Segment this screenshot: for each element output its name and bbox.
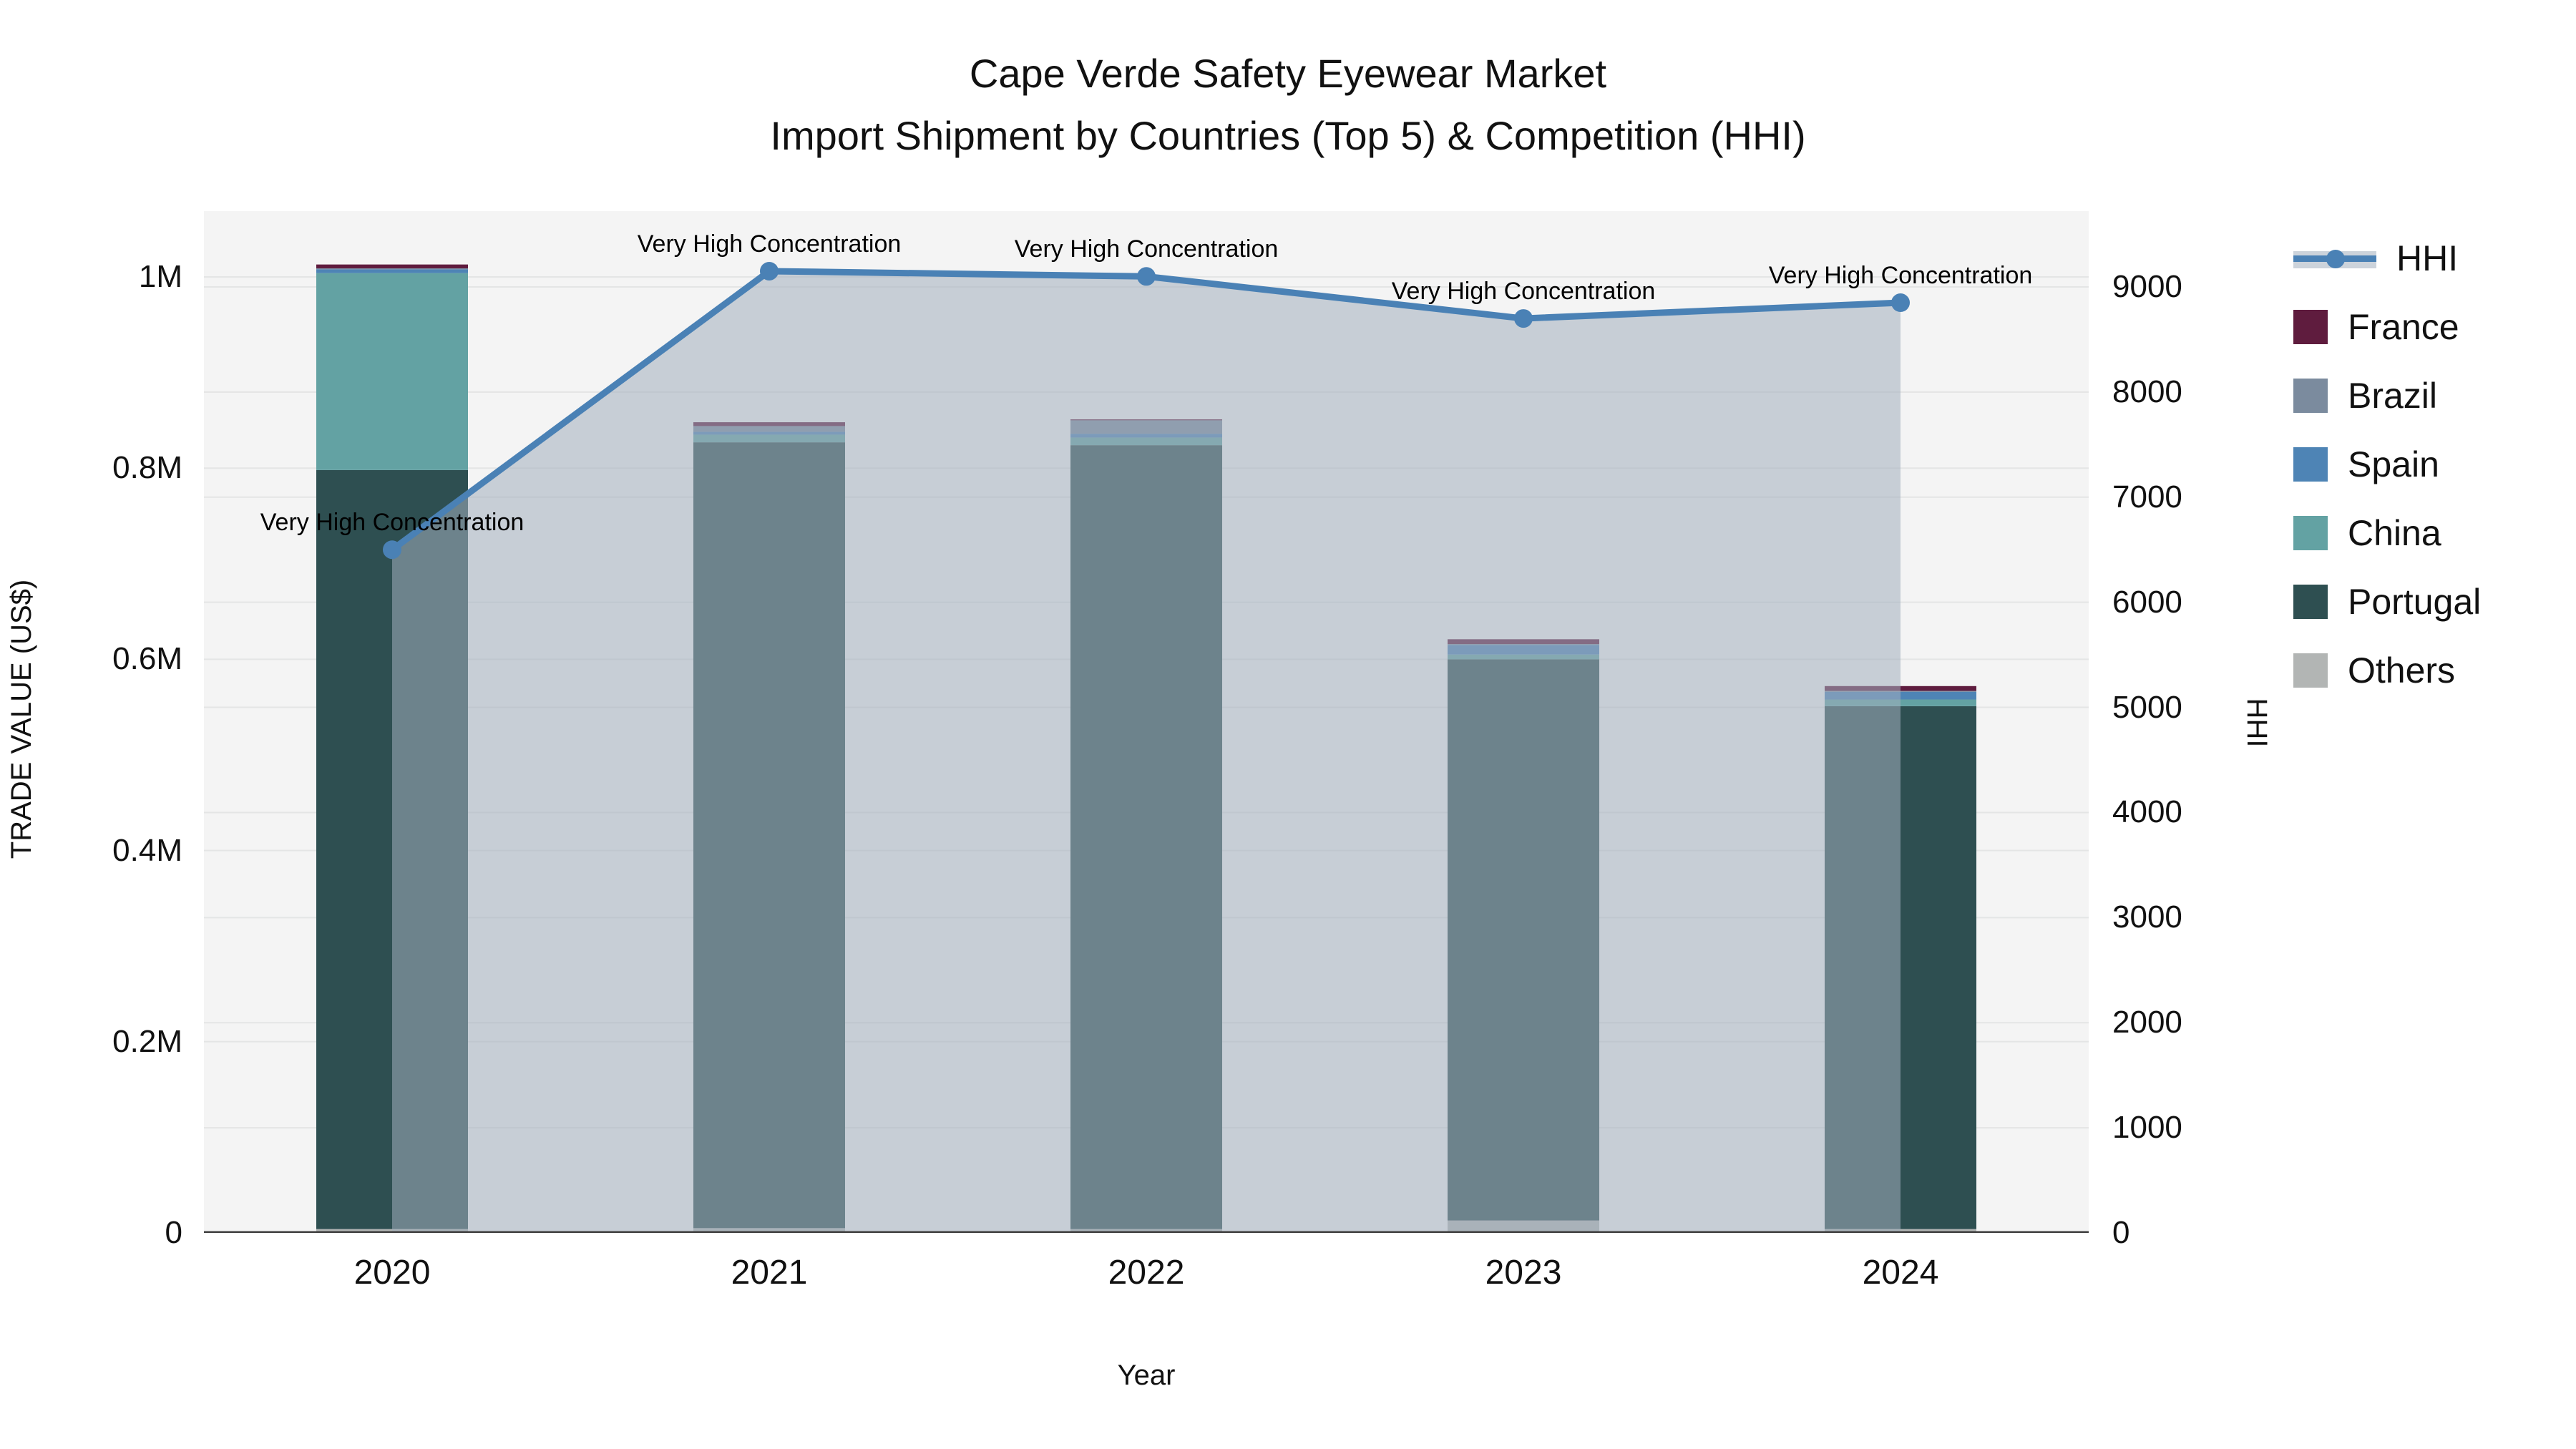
legend-item-brazil: Brazil [2293, 374, 2481, 418]
legend-color-swatch [2293, 310, 2328, 344]
left-tick-0.6M: 0.6M [112, 641, 182, 677]
hhi-annotation-2024: Very High Concentration [1768, 262, 2033, 290]
x-tick-2020: 2020 [353, 1254, 431, 1292]
legend-color-swatch [2293, 653, 2328, 688]
hhi-marker-2022 [1137, 267, 1156, 286]
left-tick-0.8M: 0.8M [112, 450, 182, 486]
hhi-annotation-2021: Very High Concentration [637, 230, 902, 258]
left-tick-1M: 1M [138, 259, 182, 294]
right-tick-0: 0 [2112, 1215, 2130, 1250]
hhi-annotation-2020: Very High Concentration [260, 509, 525, 537]
legend-color-swatch [2293, 516, 2328, 550]
plot-canvas [204, 261, 2089, 1233]
legend-item-portugal: Portugal [2293, 580, 2481, 624]
legend-color-swatch [2293, 585, 2328, 619]
legend-label: Others [2348, 650, 2456, 691]
legend: HHI France Brazil Spain China Portugal Others [2293, 236, 2481, 693]
x-tick-2024: 2024 [1862, 1254, 1939, 1292]
legend-item-others: Others [2293, 648, 2481, 693]
bar-segment-china-2020 [316, 273, 468, 470]
legend-label: Portugal [2348, 582, 2482, 622]
hhi-annotation-2023: Very High Concentration [1391, 278, 1656, 306]
right-tick-2000: 2000 [2112, 1005, 2182, 1040]
legend-item-france: France [2293, 305, 2481, 349]
left-tick-0.2M: 0.2M [112, 1023, 182, 1059]
plot-area: Very High Concentration Very High Concent… [204, 211, 2089, 1233]
left-tick-0: 0 [165, 1215, 182, 1250]
legend-item-china: China [2293, 511, 2481, 555]
hhi-marker-2023 [1514, 309, 1533, 328]
right-tick-3000: 3000 [2112, 899, 2182, 935]
right-tick-5000: 5000 [2112, 689, 2182, 725]
legend-label: Spain [2348, 444, 2439, 484]
legend-line-swatch [2293, 246, 2376, 270]
legend-color-swatch [2293, 447, 2328, 482]
legend-item-hhi: HHI [2293, 236, 2481, 280]
right-axis-title: HHI [2241, 698, 2273, 748]
right-tick-4000: 4000 [2112, 794, 2182, 830]
right-tick-1000: 1000 [2112, 1110, 2182, 1146]
legend-label: HHI [2396, 238, 2459, 278]
chart-title-line1: Cape Verde Safety Eyewear Market [969, 51, 1607, 96]
legend-item-spain: Spain [2293, 442, 2481, 487]
x-tick-2021: 2021 [731, 1254, 808, 1292]
right-tick-7000: 7000 [2112, 479, 2182, 514]
bar-segment-brazil-2020 [316, 268, 468, 270]
hhi-marker-2021 [760, 261, 779, 280]
hhi-marker-2024 [1891, 293, 1910, 313]
chart-title: Cape Verde Safety Eyewear Market Import … [0, 43, 2576, 167]
legend-label: China [2348, 513, 2441, 553]
hhi-annotation-2022: Very High Concentration [1014, 235, 1279, 263]
chart-title-line2: Import Shipment by Countries (Top 5) & C… [770, 112, 1806, 158]
x-tick-2023: 2023 [1485, 1254, 1562, 1292]
left-axis-title: TRADE VALUE (US$) [6, 579, 37, 859]
x-tick-2022: 2022 [1108, 1254, 1185, 1292]
right-tick-9000: 9000 [2112, 269, 2182, 304]
legend-label: France [2348, 307, 2459, 347]
x-axis-title: Year [1117, 1360, 1176, 1391]
hhi-area-fill [392, 270, 1901, 1233]
legend-label: Brazil [2348, 376, 2438, 416]
left-tick-0.4M: 0.4M [112, 832, 182, 868]
hhi-marker-2020 [383, 540, 401, 560]
legend-color-swatch [2293, 379, 2328, 413]
right-tick-6000: 6000 [2112, 584, 2182, 620]
bar-segment-france-2020 [316, 264, 468, 268]
right-tick-8000: 8000 [2112, 374, 2182, 409]
bar-segment-spain-2020 [316, 269, 468, 273]
